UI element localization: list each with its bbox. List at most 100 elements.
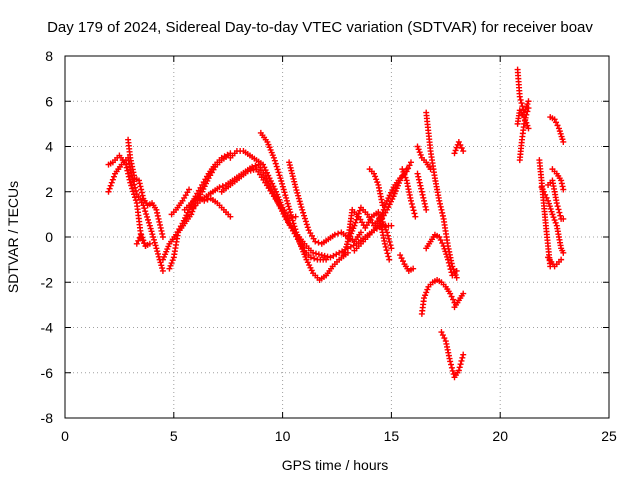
x-tick-label: 20 [492, 428, 508, 444]
data-point [418, 185, 425, 192]
data-point [123, 164, 130, 171]
data-point [321, 252, 328, 259]
series-arc-3 [125, 136, 166, 240]
data-point [169, 257, 176, 264]
series-arc-7 [168, 186, 193, 218]
data-point [284, 200, 291, 207]
data-point [335, 230, 342, 237]
data-point [525, 125, 532, 132]
x-tick-label: 0 [61, 428, 69, 444]
x-tick-label: 10 [275, 428, 291, 444]
data-point [136, 180, 143, 187]
data-point [249, 163, 256, 170]
data-point [402, 174, 409, 181]
data-point [550, 214, 557, 221]
data-point [250, 166, 257, 173]
data-point [302, 218, 309, 225]
data-point [110, 173, 117, 180]
data-point [457, 361, 464, 368]
data-point [153, 245, 160, 252]
data-point [421, 200, 428, 207]
data-point [289, 170, 296, 177]
data-point [144, 216, 151, 223]
data-point [381, 240, 388, 247]
data-point [411, 210, 418, 217]
data-point [549, 211, 556, 218]
data-point [141, 205, 148, 212]
series-arc-33 [538, 184, 567, 256]
data-point [436, 200, 443, 207]
data-point [412, 213, 419, 220]
x-tick-label: 5 [170, 428, 178, 444]
data-point [382, 243, 389, 250]
data-point [370, 170, 377, 177]
data-point [146, 240, 153, 247]
data-point [107, 182, 114, 189]
data-point [129, 185, 136, 192]
data-point [307, 254, 314, 261]
data-point [287, 209, 294, 216]
data-point [340, 252, 347, 259]
series-arc-2 [105, 152, 153, 250]
data-point [106, 185, 113, 192]
data-point [331, 231, 338, 238]
data-point [400, 258, 407, 265]
data-point [153, 206, 160, 213]
data-point [448, 361, 455, 368]
data-point [344, 241, 351, 248]
data-point [283, 197, 290, 204]
data-point [297, 201, 304, 208]
data-point [137, 183, 144, 190]
y-tick-label: 2 [45, 184, 53, 200]
data-point [378, 212, 385, 219]
data-point [379, 209, 386, 216]
data-point [128, 182, 135, 189]
data-point [127, 179, 134, 186]
data-point [410, 265, 417, 272]
series-arc-34 [545, 177, 567, 222]
data-point [397, 252, 404, 259]
series-arc-20 [399, 166, 419, 220]
data-point [276, 172, 283, 179]
series-arc-35 [545, 254, 565, 270]
data-point [553, 200, 560, 207]
data-point [108, 179, 115, 186]
data-point [452, 147, 459, 154]
y-tick-label: 0 [45, 229, 53, 245]
data-point [295, 192, 302, 199]
data-point [315, 251, 322, 258]
data-point [455, 367, 462, 374]
data-point [423, 289, 430, 296]
data-point [105, 188, 112, 195]
data-point [453, 274, 460, 281]
data-point [540, 188, 547, 195]
data-point [555, 125, 562, 132]
data-point [460, 290, 467, 297]
data-point [280, 186, 287, 193]
data-point [552, 219, 559, 226]
data-point [132, 184, 139, 191]
data-point [400, 168, 407, 175]
data-point [436, 197, 443, 204]
data-point [559, 136, 566, 143]
data-point [312, 238, 319, 245]
data-point [155, 250, 162, 257]
data-point [554, 203, 561, 210]
plot-frame [64, 55, 610, 419]
data-point [124, 167, 131, 174]
data-point [157, 221, 164, 228]
data-point [304, 224, 311, 231]
data-point [410, 207, 417, 214]
data-point [424, 286, 431, 293]
data-point [154, 212, 161, 219]
data-point [156, 218, 163, 225]
data-point [295, 195, 302, 202]
data-points [105, 66, 567, 381]
data-point [407, 197, 414, 204]
data-point [399, 166, 406, 173]
data-point [150, 234, 157, 240]
data-point [545, 197, 552, 204]
data-point [439, 212, 446, 219]
data-point [274, 166, 281, 173]
data-point [189, 208, 196, 215]
